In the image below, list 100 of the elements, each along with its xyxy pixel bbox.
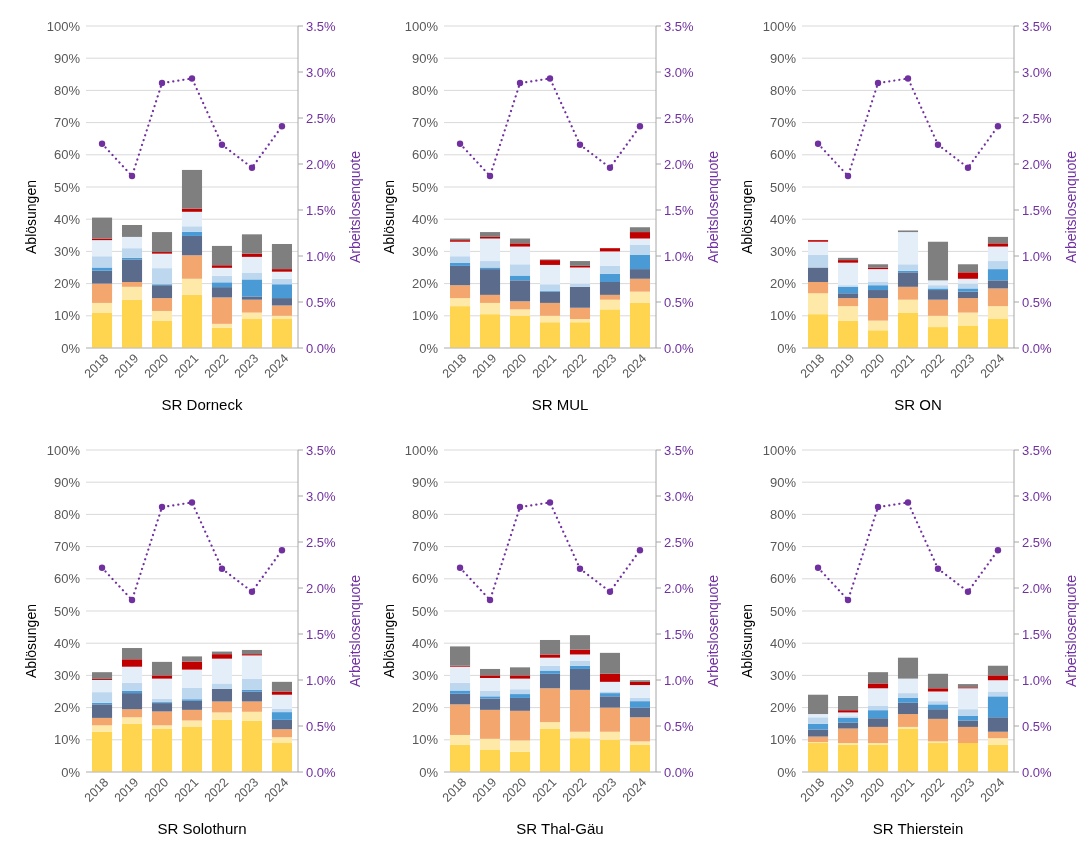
text: SR Solothurn [157,820,247,837]
y2-tick-label: 2.0% [1022,580,1053,596]
y-tick-label: 40% [769,211,797,227]
y2-tick-label: 1.0% [664,672,695,688]
y-tick-label: 80% [53,82,81,98]
y-tick-label: 100% [46,18,81,34]
y-tick-label: 10% [411,732,439,748]
y-tick-label: 90% [411,50,439,66]
y-tick-label: 80% [769,506,797,522]
y2-tick-label: 1.5% [306,626,337,642]
y-tick-label: 10% [769,308,797,324]
y-tick-label: 60% [769,147,797,163]
y-tick-label: 80% [53,506,81,522]
y-tick-label: 40% [411,211,439,227]
y2-tick-label: 2.5% [1022,110,1053,126]
y2-axis-title: Arbeitslosenquote [347,574,363,688]
y-tick-label: 100% [762,442,797,458]
y2-tick-label: 2.5% [664,110,695,126]
y-tick-label: 30% [411,667,439,683]
y2-tick-label: 3.0% [664,64,695,80]
y2-tick-label: 3.0% [306,64,337,80]
y-tick-label: 20% [53,276,81,292]
y2-tick-label: 2.5% [306,534,337,550]
y2-axis-title: Arbeitslosenquote [347,150,363,264]
y-tick-label: 20% [411,276,439,292]
y-tick-label: 70% [411,539,439,555]
y2-tick-label: 2.5% [664,534,695,550]
text: SR Dorneck [161,396,243,413]
y-tick-label: 60% [53,147,81,163]
y2-tick-label: 0.5% [664,294,695,310]
y2-tick-label: 0.0% [306,340,337,356]
y-axis-title: Ablösungen [23,604,39,678]
y-tick-label: 0% [777,340,797,356]
y2-tick-label: 3.0% [664,488,695,504]
y2-tick-label: 3.5% [306,442,337,458]
y-axis-title: Ablösungen [381,180,397,254]
y-tick-label: 30% [411,243,439,259]
y2-tick-label: 0.5% [306,294,337,310]
y-axis-title: Ablösungen [739,180,755,254]
y2-tick-label: 3.0% [1022,64,1053,80]
y-axis-title: Ablösungen [381,604,397,678]
y2-tick-label: 2.0% [306,156,337,172]
y-tick-label: 100% [762,18,797,34]
y-tick-label: 40% [769,635,797,651]
y-tick-label: 40% [411,635,439,651]
y-tick-label: 30% [769,243,797,259]
y-tick-label: 90% [769,474,797,490]
y-tick-label: 50% [769,603,797,619]
y-tick-label: 0% [61,764,81,780]
y-tick-label: 60% [769,571,797,587]
y-tick-label: 90% [53,474,81,490]
y-tick-label: 80% [411,506,439,522]
y-axis-title: Ablösungen [739,604,755,678]
y2-tick-label: 1.5% [306,202,337,218]
y2-tick-label: 0.0% [664,340,695,356]
y-tick-label: 20% [411,700,439,716]
y-tick-label: 40% [53,635,81,651]
y-tick-label: 80% [411,82,439,98]
y-tick-label: 0% [419,340,439,356]
y2-tick-label: 1.5% [664,626,695,642]
y2-tick-label: 2.5% [1022,534,1053,550]
y2-tick-label: 0.5% [664,718,695,734]
y2-axis-title: Arbeitslosenquote [1063,574,1079,688]
y-tick-label: 90% [769,50,797,66]
y2-tick-label: 3.0% [306,488,337,504]
y-tick-label: 10% [53,732,81,748]
y2-axis-title: Arbeitslosenquote [1063,150,1079,264]
y-tick-label: 10% [769,732,797,748]
y-axis-title: Ablösungen [23,180,39,254]
y-tick-label: 20% [769,276,797,292]
y-tick-label: 70% [769,539,797,555]
text: SR ON [894,396,942,413]
y-tick-label: 30% [769,667,797,683]
y-tick-label: 20% [53,700,81,716]
y-tick-label: 100% [404,18,439,34]
y-tick-label: 80% [769,82,797,98]
y-tick-label: 30% [53,667,81,683]
y2-tick-label: 1.0% [306,672,337,688]
y2-axis-title: Arbeitslosenquote [705,574,721,688]
y2-tick-label: 0.5% [1022,294,1053,310]
y2-tick-label: 2.0% [306,580,337,596]
y-tick-label: 50% [53,179,81,195]
y-tick-label: 10% [53,308,81,324]
y2-tick-label: 0.0% [1022,764,1053,780]
y2-tick-label: 3.0% [1022,488,1053,504]
y2-tick-label: 1.5% [1022,626,1053,642]
y-tick-label: 10% [411,308,439,324]
y-tick-label: 60% [53,571,81,587]
y-tick-label: 60% [411,571,439,587]
y-tick-label: 50% [769,179,797,195]
y2-tick-label: 0.0% [306,764,337,780]
y-tick-label: 40% [53,211,81,227]
y-tick-label: 100% [46,442,81,458]
y-tick-label: 50% [53,603,81,619]
y-tick-label: 70% [53,539,81,555]
y-tick-label: 0% [777,764,797,780]
y2-tick-label: 3.5% [1022,18,1053,34]
y2-tick-label: 0.5% [1022,718,1053,734]
y2-axis-title: Arbeitslosenquote [705,150,721,264]
y2-tick-label: 3.5% [664,18,695,34]
